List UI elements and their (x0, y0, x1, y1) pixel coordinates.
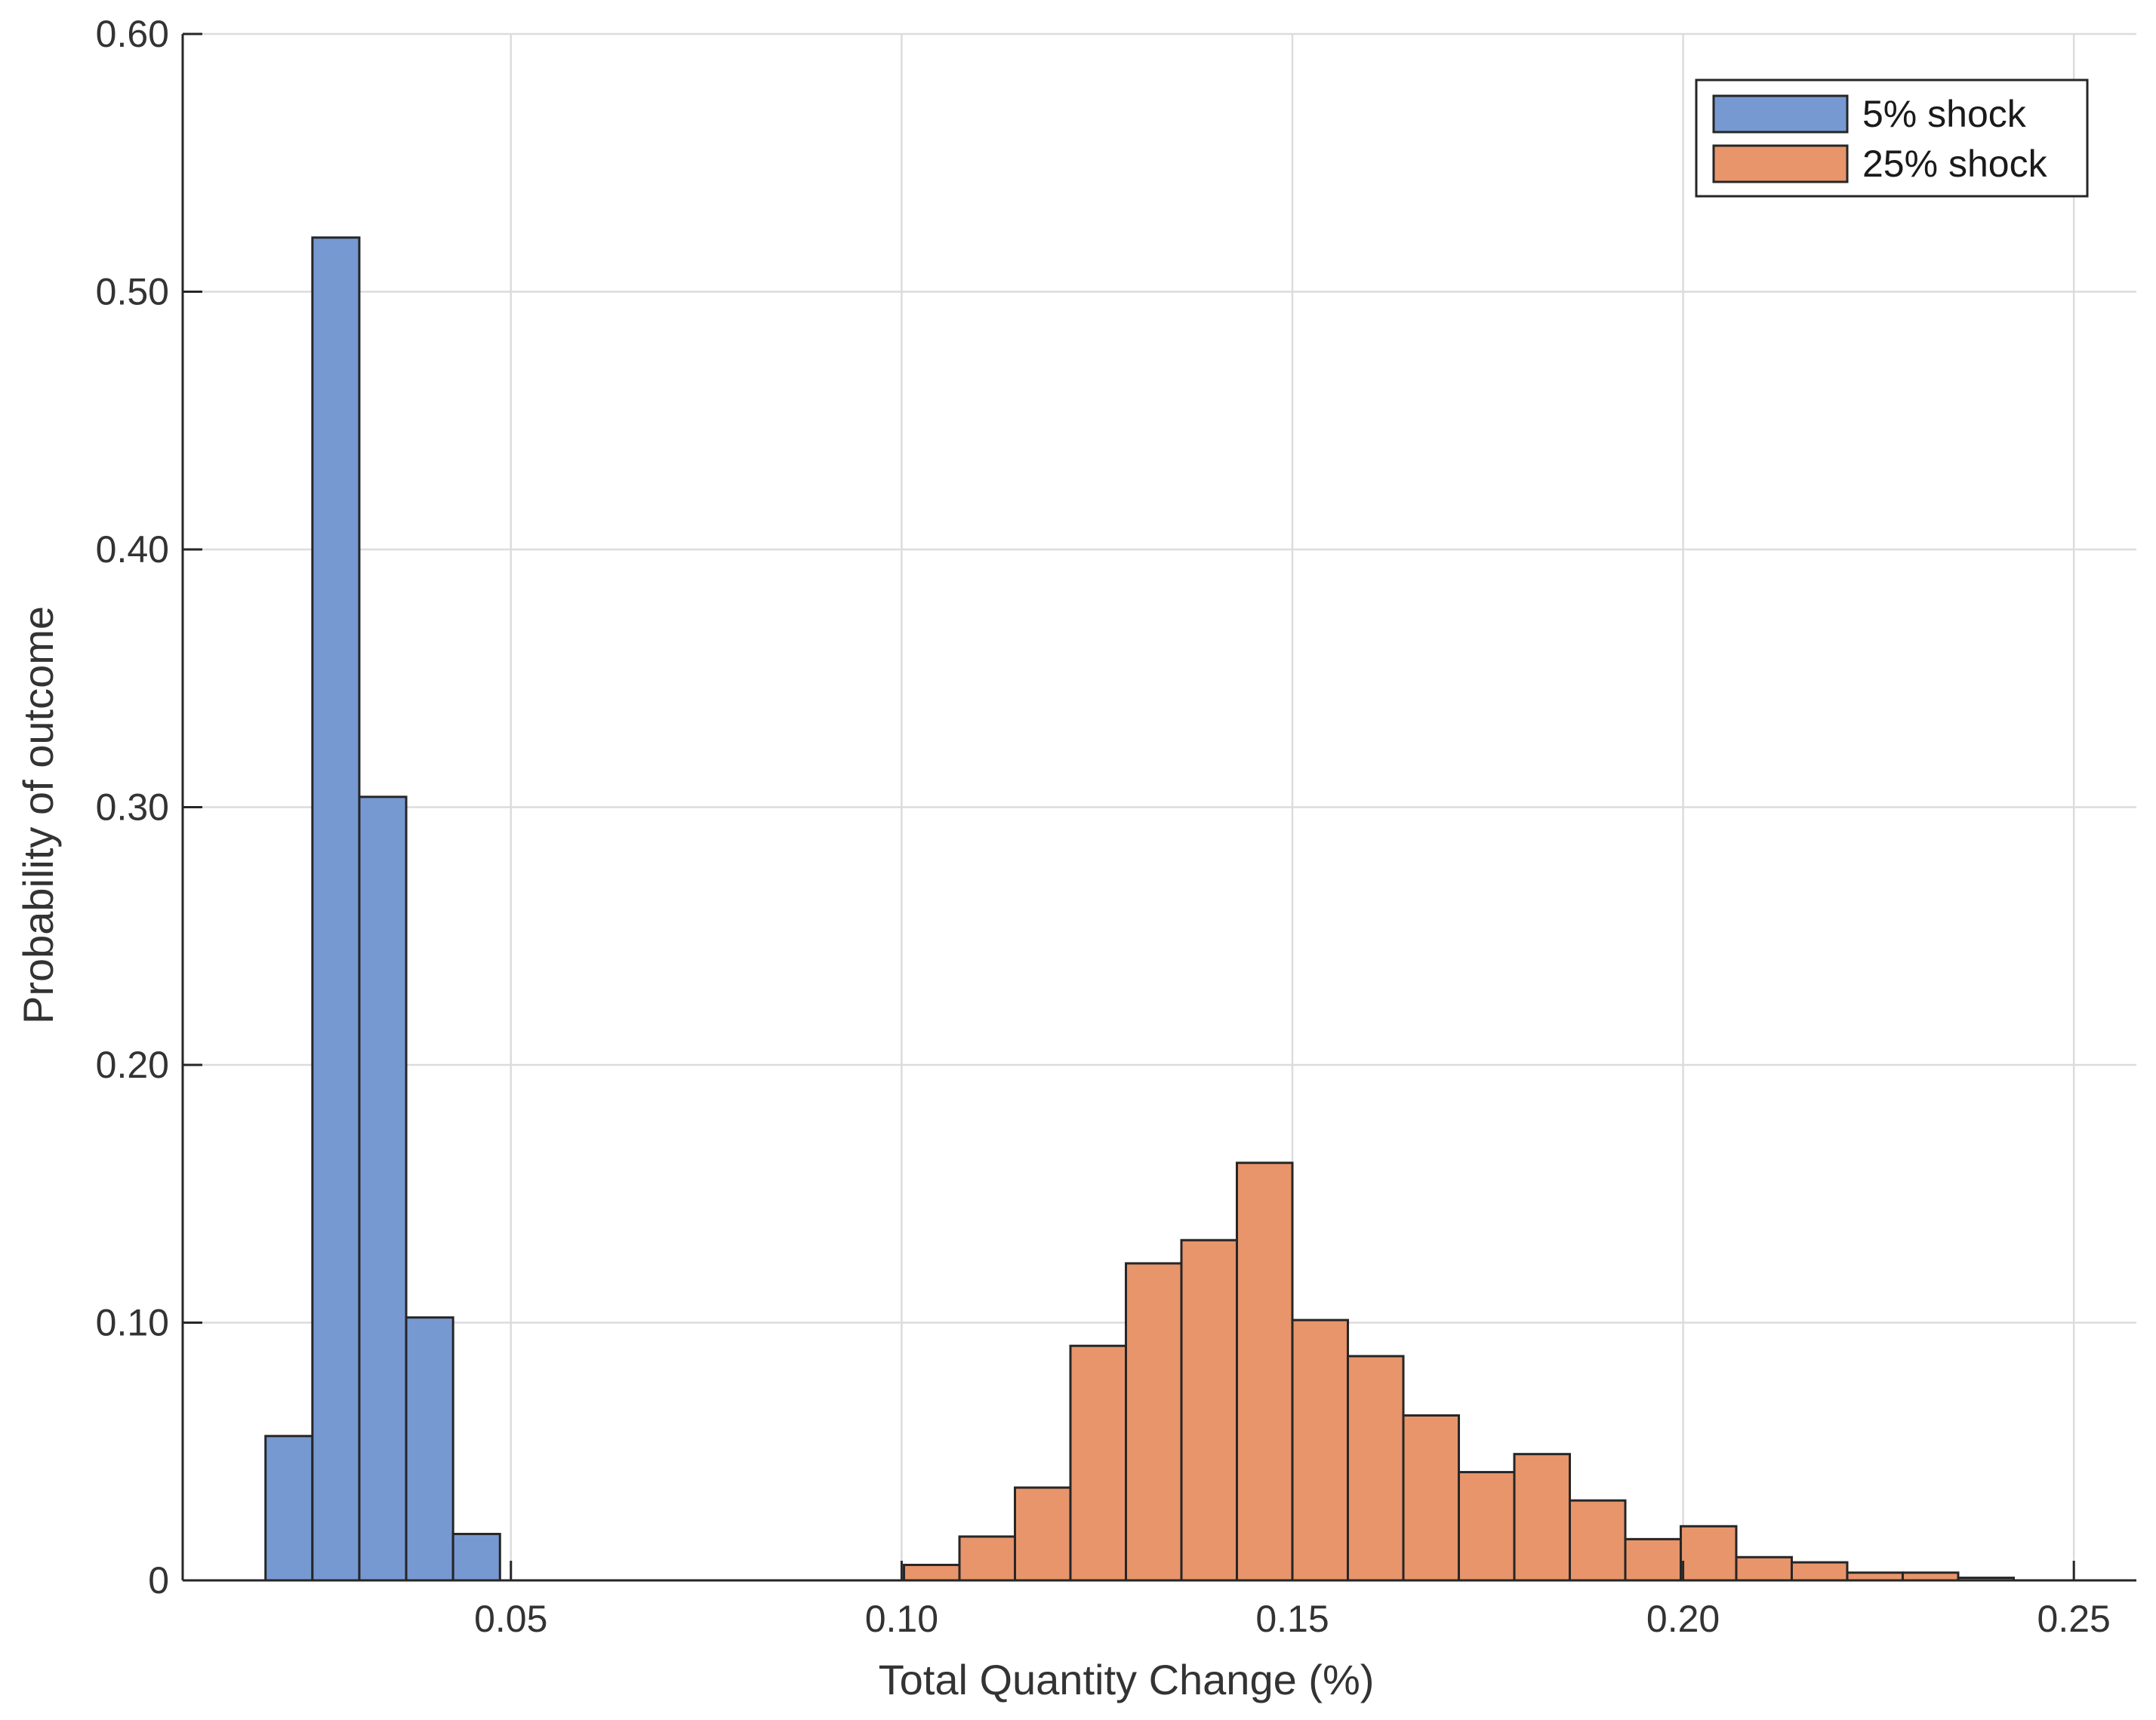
y-tick-label: 0.20 (96, 1044, 169, 1086)
histogram-bar (1624, 1537, 1682, 1582)
histogram-bar (311, 236, 361, 1582)
x-tick-label: 0.15 (1255, 1598, 1329, 1640)
histogram-bar (1013, 1486, 1072, 1582)
histogram-bar (1679, 1525, 1738, 1582)
histogram-bar (1568, 1499, 1627, 1582)
x-tick-label: 0.10 (865, 1598, 938, 1640)
histogram-bar (1069, 1344, 1127, 1582)
histogram-bar (1346, 1355, 1405, 1582)
histogram-bar (1790, 1561, 1849, 1582)
histogram-bar (902, 1564, 961, 1582)
histogram-bar (358, 795, 408, 1582)
x-tick-label: 0.05 (474, 1598, 547, 1640)
histogram-bar (1513, 1453, 1571, 1582)
legend-label-25pct-shock: 25% shock (1862, 143, 2048, 185)
histogram-bar (1124, 1262, 1183, 1582)
tick-labels: 0 0.10 0.20 0.30 0.40 0.50 0.60 0.05 0.10 0.15 0.2… (96, 13, 2111, 1640)
histogram-bars (264, 236, 2015, 1582)
histogram-bar (1235, 1162, 1294, 1582)
x-tick-label: 0.25 (2037, 1598, 2111, 1640)
y-tick-label: 0.10 (96, 1302, 169, 1344)
histogram-bar (264, 1435, 314, 1582)
histogram-bar (1846, 1571, 1904, 1582)
histogram-bar (1735, 1555, 1793, 1582)
axes (181, 32, 2136, 1582)
legend-swatch-5pct-shock (1712, 94, 1849, 134)
y-tick-label: 0.30 (96, 786, 169, 829)
x-tick-label: 0.20 (1646, 1598, 1720, 1640)
histogram-bar (451, 1533, 501, 1582)
histogram-bar (958, 1535, 1016, 1582)
x-axis-label: Total Quantity Change (%) (879, 1656, 1375, 1703)
histogram-bar (405, 1316, 454, 1582)
y-tick-label: 0.60 (96, 13, 169, 55)
legend-label-5pct-shock: 5% shock (1862, 93, 2027, 135)
histogram-bar (1291, 1318, 1349, 1582)
legend: 5% shock 25% shock (1695, 78, 2089, 198)
y-tick-label: 0.50 (96, 271, 169, 313)
histogram-bar (1402, 1414, 1460, 1582)
histogram-bar (1180, 1238, 1238, 1582)
histogram-bar (1901, 1571, 1960, 1582)
grid-lines (183, 32, 2136, 1580)
histogram-bar (1457, 1471, 1516, 1582)
legend-swatch-25pct-shock (1712, 144, 1849, 183)
y-tick-label: 0 (148, 1559, 169, 1602)
y-axis-label: Probability of outcome (14, 606, 62, 1024)
y-tick-label: 0.40 (96, 528, 169, 571)
